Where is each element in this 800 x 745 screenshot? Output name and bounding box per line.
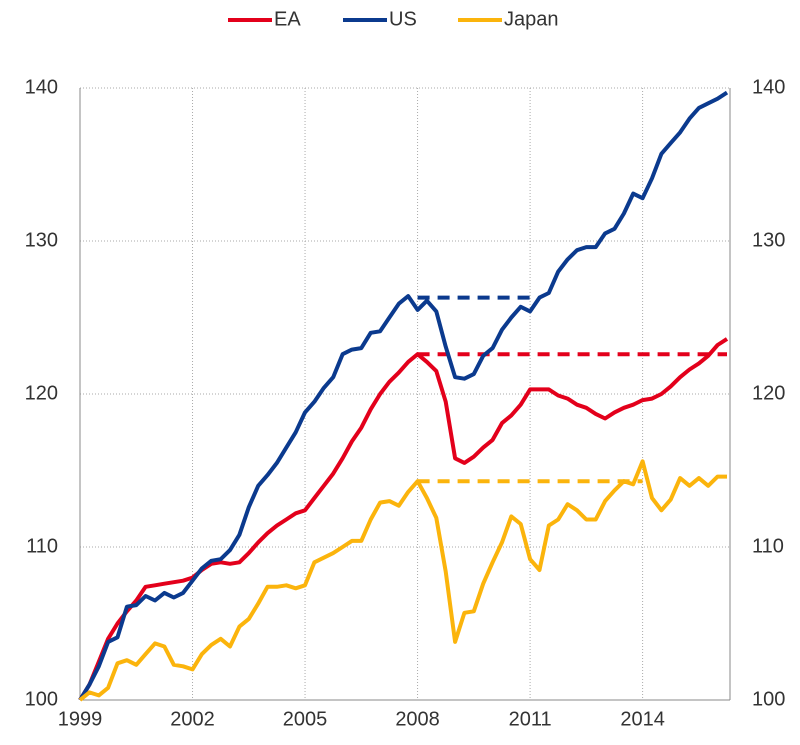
legend-label: EA xyxy=(274,8,301,30)
line-series xyxy=(78,459,727,702)
y2-tick-label: 130 xyxy=(752,229,785,251)
x-tick-label: 2005 xyxy=(283,708,328,730)
x-tick-label: 2002 xyxy=(170,708,215,730)
x-tick-label: 2014 xyxy=(620,708,665,730)
x-tick-label: 2008 xyxy=(395,708,440,730)
legend-label: US xyxy=(389,8,417,30)
y-tick-label: 140 xyxy=(25,76,58,98)
line-series xyxy=(78,337,729,702)
y2-tick-label: 140 xyxy=(752,76,785,98)
y-tick-label: 100 xyxy=(25,688,58,710)
line-series xyxy=(78,90,729,702)
y-tick-label: 110 xyxy=(26,535,58,557)
y2-tick-label: 100 xyxy=(752,688,785,710)
x-tick-label: 1999 xyxy=(58,708,103,730)
legend-label: Japan xyxy=(504,8,559,30)
y-tick-label: 120 xyxy=(25,382,58,404)
y-tick-label: 130 xyxy=(25,229,58,251)
x-tick-label: 2011 xyxy=(509,708,552,730)
y2-tick-label: 110 xyxy=(752,535,784,557)
y2-tick-label: 120 xyxy=(752,382,785,404)
